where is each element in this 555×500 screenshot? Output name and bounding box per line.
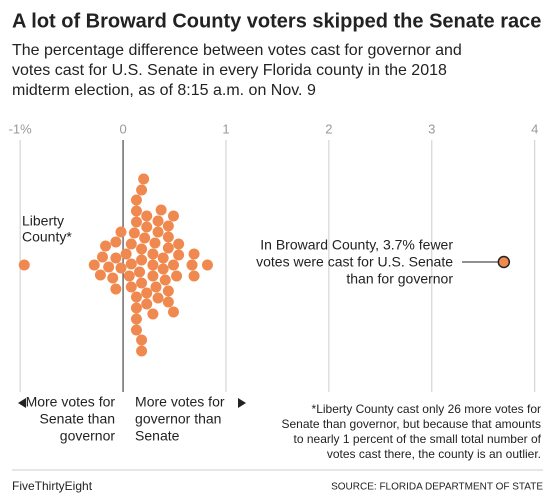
- highlight-dot: [497, 255, 511, 269]
- dot: [138, 173, 150, 185]
- dot: [136, 277, 148, 289]
- dot: [136, 345, 148, 357]
- dot: [115, 226, 127, 238]
- annotation: than for governor: [346, 271, 453, 287]
- dot: [162, 296, 174, 308]
- dot: [173, 249, 185, 261]
- footnote: votes cast there, the county is an outli…: [327, 447, 541, 461]
- dot: [147, 308, 159, 320]
- dot: [128, 227, 140, 239]
- direction-label: governor: [60, 428, 116, 444]
- dot: [115, 262, 127, 274]
- x-tick-label: 1: [222, 121, 229, 136]
- dot: [134, 266, 146, 278]
- dot: [125, 258, 137, 270]
- source: SOURCE: FLORIDA DEPARTMENT OF STATE: [331, 482, 543, 493]
- dot: [139, 232, 151, 244]
- dot: [147, 270, 159, 282]
- annotation: Liberty: [22, 213, 64, 229]
- annotation: County*: [22, 229, 72, 245]
- dot: [162, 285, 174, 297]
- x-tick-label: -1%: [9, 121, 33, 136]
- dot: [130, 291, 142, 303]
- dot: [136, 184, 148, 196]
- arrow-right: [238, 398, 246, 408]
- dot: [152, 292, 164, 304]
- dot: [188, 248, 200, 260]
- direction-label: Senate: [135, 428, 180, 444]
- direction-label: More votes for: [26, 394, 116, 410]
- annotation: votes were cast for U.S. Senate: [256, 254, 453, 270]
- dot: [159, 274, 171, 286]
- dot: [96, 251, 108, 263]
- dot: [88, 259, 100, 271]
- dot: [171, 270, 183, 282]
- x-tick-label: 3: [428, 121, 435, 136]
- dot: [186, 259, 198, 271]
- dot: [141, 221, 153, 233]
- dot: [149, 237, 161, 249]
- dot: [157, 252, 169, 264]
- dot: [130, 302, 142, 314]
- dot: [125, 238, 137, 250]
- x-tick-label: 0: [119, 121, 126, 136]
- dot: [110, 252, 122, 264]
- dot: [152, 226, 164, 238]
- dot: [123, 270, 135, 282]
- dot: [173, 238, 185, 250]
- subtitle: The percentage difference between votes …: [12, 42, 462, 59]
- dot: [18, 259, 30, 271]
- brand: FiveThirtyEight: [12, 479, 93, 493]
- dot: [141, 298, 153, 310]
- chart-title: A lot of Broward County voters skipped t…: [12, 10, 541, 32]
- footnote: Senate than governor, but because that a…: [281, 417, 541, 431]
- dot: [147, 248, 159, 260]
- dot: [130, 324, 142, 336]
- dot: [120, 248, 132, 260]
- dot: [110, 283, 122, 295]
- dot: [167, 210, 179, 222]
- dot: [94, 269, 106, 281]
- dot: [130, 194, 142, 206]
- footnote: *Liberty County cast only 26 more votes …: [312, 402, 541, 416]
- footnote: to nearly 1 percent of the small total n…: [294, 432, 542, 446]
- dot: [110, 236, 122, 248]
- dot: [141, 287, 153, 299]
- dot: [188, 270, 200, 282]
- dot: [136, 334, 148, 346]
- dot: [167, 306, 179, 318]
- arrow-left: [18, 398, 26, 408]
- dot: [162, 231, 174, 243]
- dot: [162, 220, 174, 232]
- dot: [147, 259, 159, 271]
- x-tick-label: 4: [531, 121, 538, 136]
- dot: [201, 259, 213, 271]
- annotation: In Broward County, 3.7% fewer: [260, 237, 453, 253]
- dot: [130, 205, 142, 217]
- dot: [136, 243, 148, 255]
- dot: [157, 263, 169, 275]
- dot: [141, 210, 153, 222]
- direction-label: More votes for: [135, 394, 225, 410]
- x-tick-label: 2: [325, 121, 332, 136]
- dot: [162, 242, 174, 254]
- subtitle: midterm election, as of 8:15 a.m. on Nov…: [12, 82, 316, 99]
- dot: [107, 272, 119, 284]
- dot: [150, 281, 162, 293]
- dot: [125, 281, 137, 293]
- dot: [130, 216, 142, 228]
- dot: [130, 313, 142, 325]
- dot: [136, 254, 148, 266]
- dot: [152, 215, 164, 227]
- direction-label: governor than: [135, 411, 221, 427]
- direction-label: Senate than: [40, 411, 116, 427]
- dot: [167, 259, 179, 271]
- subtitle: votes cast for U.S. Senate in every Flor…: [12, 62, 447, 79]
- dot: [100, 240, 112, 252]
- dot: [155, 204, 167, 216]
- dot: [103, 261, 115, 273]
